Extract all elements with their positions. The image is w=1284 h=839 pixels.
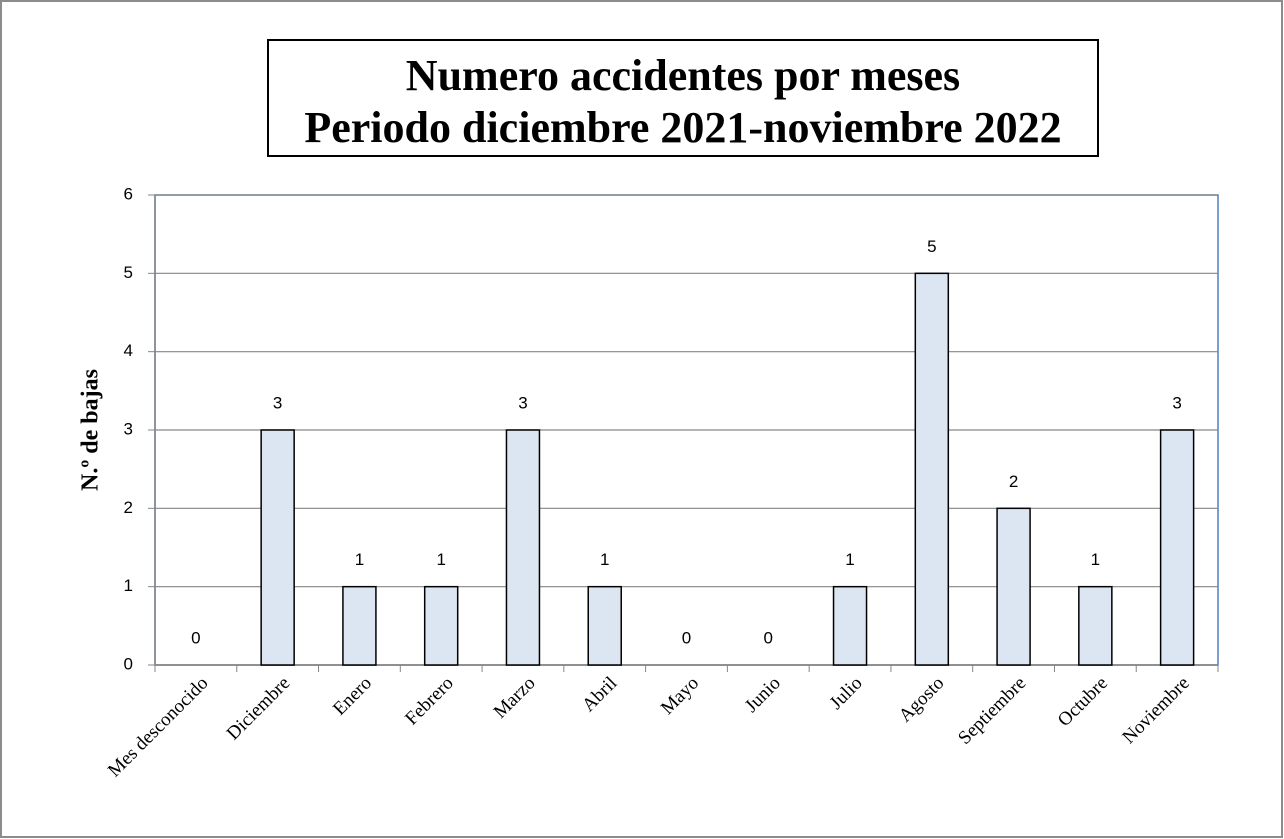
data-label: 1 xyxy=(1091,550,1100,569)
y-tick-label: 1 xyxy=(124,576,133,595)
bar xyxy=(996,507,1031,666)
bar xyxy=(1078,585,1113,666)
bar xyxy=(342,585,377,666)
data-label: 3 xyxy=(1172,393,1181,412)
title-box xyxy=(267,39,1099,157)
y-axis-label: N.º de bajas xyxy=(78,369,104,491)
data-label: 0 xyxy=(764,628,773,647)
bar xyxy=(423,585,459,666)
bar xyxy=(914,272,950,666)
y-tick-label: 4 xyxy=(124,341,133,360)
y-tick-label: 2 xyxy=(124,498,133,517)
bar xyxy=(1159,429,1195,666)
y-tick-label: 5 xyxy=(124,263,133,282)
data-label: 1 xyxy=(436,550,445,569)
data-label: 1 xyxy=(355,550,364,569)
data-label: 3 xyxy=(273,393,282,412)
bar xyxy=(832,585,868,666)
y-tick-label: 3 xyxy=(124,419,133,438)
data-label: 0 xyxy=(191,628,200,647)
bar xyxy=(505,429,541,666)
data-label: 1 xyxy=(845,550,854,569)
y-tick-label: 6 xyxy=(124,184,133,203)
data-label: 5 xyxy=(927,237,936,256)
data-label: 2 xyxy=(1009,472,1018,491)
data-label: 1 xyxy=(600,550,609,569)
data-label: 0 xyxy=(682,628,691,647)
chart-title: Numero accidentes por meses xyxy=(406,51,960,100)
bar xyxy=(260,429,295,666)
bar xyxy=(587,585,622,666)
y-tick-label: 0 xyxy=(124,654,133,673)
data-label: 3 xyxy=(518,393,527,412)
chart-subtitle: Periodo diciembre 2021-noviembre 2022 xyxy=(304,103,1061,152)
